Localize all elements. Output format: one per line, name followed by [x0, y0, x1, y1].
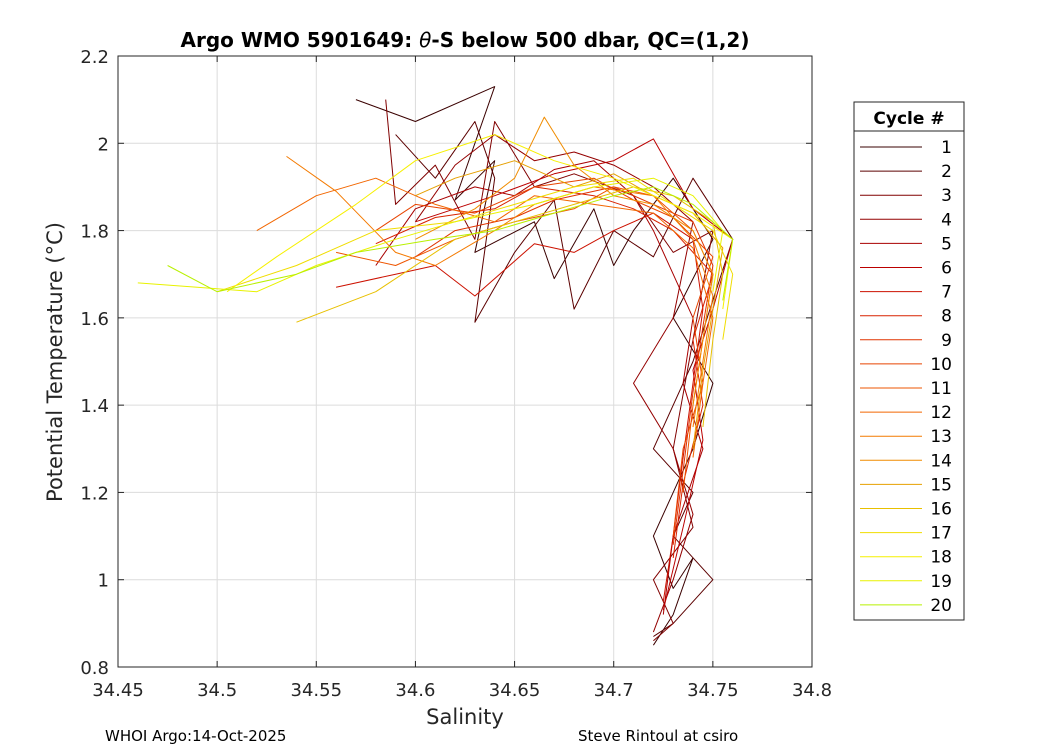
x-tick-label: 34.65 [489, 680, 541, 701]
chart-title: Argo WMO 5901649: θ-S below 500 dbar, QC… [181, 28, 750, 52]
legend-label-cycle-12: 12 [930, 403, 952, 423]
y-tick-label: 0.8 [80, 658, 109, 679]
x-axis-label: Salinity [426, 705, 504, 729]
plot-background [118, 56, 812, 667]
x-tick-label: 34.5 [197, 680, 237, 701]
series-group [137, 86, 734, 646]
legend-label-cycle-6: 6 [941, 259, 952, 279]
y-tick-label: 1.2 [80, 483, 109, 504]
legend-box [853, 101, 965, 621]
series-line-cycle-3 [385, 99, 714, 642]
y-tick-label: 2 [98, 134, 109, 155]
y-tick-label: 1 [98, 571, 109, 592]
y-tick-label: 1.8 [80, 222, 109, 243]
y-tick-label: 2.2 [80, 47, 109, 68]
legend-label-cycle-10: 10 [930, 355, 952, 375]
legend-label-cycle-14: 14 [930, 451, 952, 471]
grid [118, 56, 812, 667]
legend-label-cycle-5: 5 [941, 234, 952, 254]
series-line-cycle-18 [226, 134, 734, 310]
legend-title: Cycle # [873, 109, 944, 129]
legend-label-cycle-17: 17 [930, 524, 952, 544]
legend-label-cycle-19: 19 [930, 572, 952, 592]
series-line-cycle-19 [137, 177, 724, 293]
legend-label-cycle-15: 15 [930, 475, 952, 495]
x-tick-label: 34.55 [291, 680, 343, 701]
x-tick-label: 34.6 [395, 680, 435, 701]
plot-frame [117, 55, 813, 668]
series-line-cycle-8 [375, 186, 714, 558]
y-axis-label: Potential Temperature (°C) [43, 222, 67, 502]
y-tick-label: 1.6 [80, 309, 109, 330]
series-line-cycle-5 [375, 160, 704, 615]
y-axis-ticks: 0.8 1 1.2 1.4 1.6 1.8 2 2.2 [80, 47, 812, 679]
series-line-cycle-20 [167, 186, 734, 301]
legend-label-cycle-9: 9 [941, 331, 952, 351]
y-tick-label: 1.4 [80, 396, 109, 417]
x-axis-ticks: 34.45 34.5 34.55 34.6 34.65 34.7 34.75 34.8 [92, 56, 832, 701]
legend-label-cycle-18: 18 [930, 548, 952, 568]
series-line-cycle-7 [335, 212, 704, 602]
plot-area: 34.45 34.5 34.55 34.6 34.65 34.7 34.75 34.8 0.8… [80, 47, 832, 701]
legend-label-cycle-16: 16 [930, 500, 952, 520]
legend-label-cycle-1: 1 [941, 138, 952, 158]
series-line-cycle-12 [256, 177, 714, 458]
legend-label-cycle-3: 3 [941, 186, 952, 206]
x-tick-label: 34.7 [594, 680, 634, 701]
legend-label-cycle-8: 8 [941, 307, 952, 327]
footer-right: Steve Rintoul at csiro [578, 727, 738, 745]
legend-label-cycle-2: 2 [941, 162, 952, 182]
legend-label-cycle-4: 4 [941, 210, 952, 230]
x-tick-label: 34.45 [92, 680, 144, 701]
x-tick-label: 34.8 [792, 680, 832, 701]
legend-label-cycle-13: 13 [930, 427, 952, 447]
legend-label-cycle-20: 20 [930, 596, 952, 616]
legend-label-cycle-7: 7 [941, 283, 952, 303]
footer-left: WHOI Argo:14-Oct-2025 [105, 727, 286, 745]
x-tick-label: 34.75 [687, 680, 739, 701]
legend-label-cycle-11: 11 [930, 379, 952, 399]
series-line-cycle-17 [216, 177, 734, 340]
